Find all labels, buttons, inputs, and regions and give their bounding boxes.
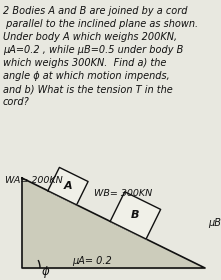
Text: μA= 0.2: μA= 0.2 [72,256,111,266]
Text: μB=0.5: μB=0.5 [208,218,221,228]
Text: A: A [64,181,72,191]
Text: B: B [131,210,140,220]
Text: cord?: cord? [3,97,30,107]
Polygon shape [110,192,161,239]
Text: WA= 200KN: WA= 200KN [5,176,63,185]
Text: 2 Bodies A and B are joined by a cord: 2 Bodies A and B are joined by a cord [3,6,187,16]
Text: parallel to the inclined plane as shown.: parallel to the inclined plane as shown. [3,19,198,29]
Text: Under body A which weighs 200KN,: Under body A which weighs 200KN, [3,32,177,42]
Text: and b) What is the tension T in the: and b) What is the tension T in the [3,84,173,94]
Text: angle ϕ at which motion impends,: angle ϕ at which motion impends, [3,71,170,81]
Polygon shape [48,167,88,205]
Polygon shape [22,178,205,268]
Text: which weighs 300KN.  Find a) the: which weighs 300KN. Find a) the [3,58,166,68]
Text: WB= 300KN: WB= 300KN [94,189,152,198]
Text: μA=0.2 , while μB=0.5 under body B: μA=0.2 , while μB=0.5 under body B [3,45,183,55]
Text: ϕ: ϕ [42,265,50,279]
